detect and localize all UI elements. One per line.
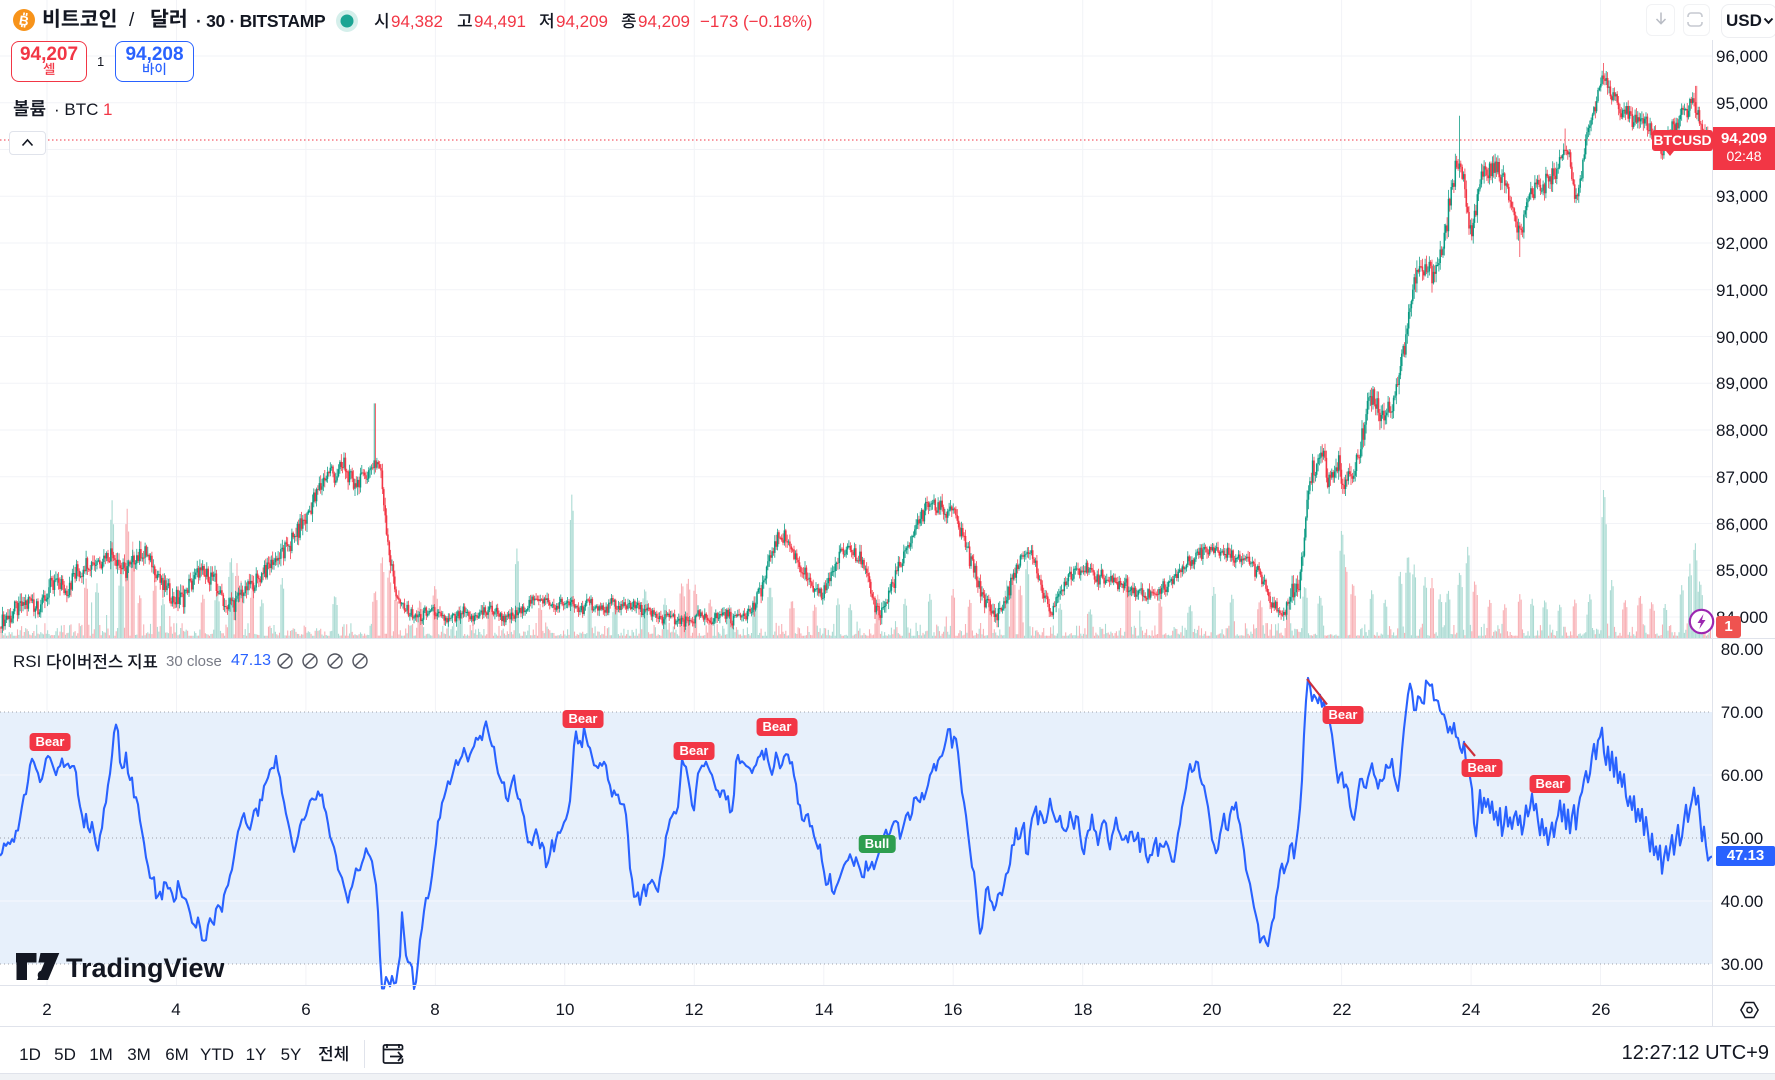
svg-text:B: B bbox=[18, 13, 30, 30]
svg-text:TradingView: TradingView bbox=[66, 953, 224, 983]
